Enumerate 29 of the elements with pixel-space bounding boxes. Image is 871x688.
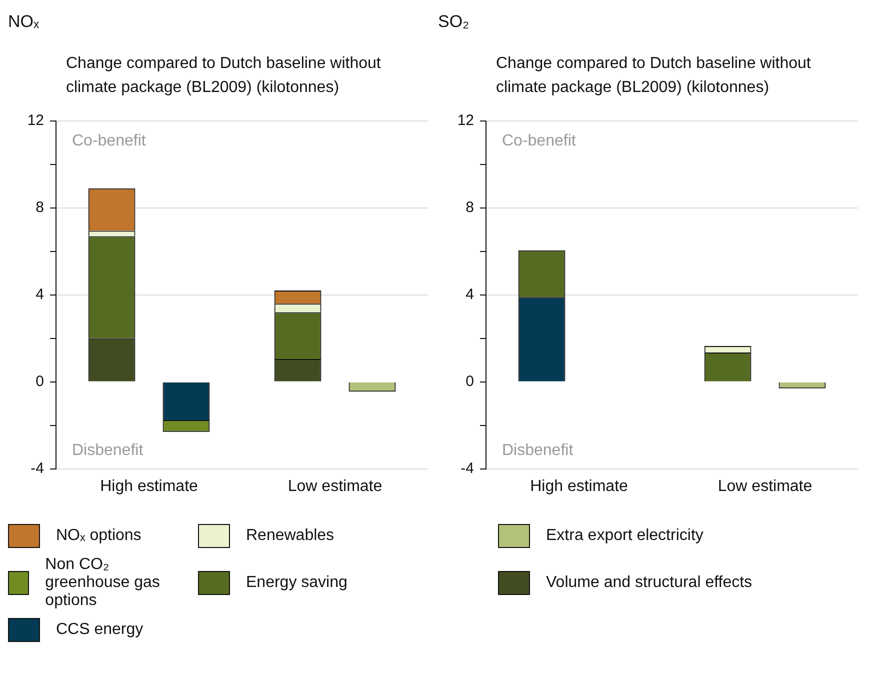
annotation: Disbenefit — [502, 442, 574, 460]
y-tick-label: 4 — [36, 286, 44, 304]
y-tick-label: -4 — [30, 460, 44, 477]
y-tick-label: 12 — [27, 112, 44, 130]
y-tick-label: 12 — [457, 112, 474, 130]
chart-subtitle: Change compared to Dutch baseline without climate package (BL2009) (kilotonnes) — [496, 54, 812, 98]
annotation: Co-benefit — [502, 132, 576, 150]
y-tick-label: 8 — [466, 199, 474, 216]
y-tick-label: 8 — [36, 199, 44, 216]
y-tick-label: -4 — [460, 460, 474, 477]
legend-label: Volume and structural effects — [546, 574, 752, 592]
legend-label: NOₓ options — [56, 527, 142, 545]
chart-subtitle: Change compared to Dutch baseline without climate package (BL2009) (kilotonnes) — [66, 54, 382, 98]
y-tick-label: 0 — [466, 372, 474, 390]
legend-label: Non CO₂ greenhouse gas options — [45, 556, 161, 610]
annotation: Co-benefit — [72, 132, 146, 150]
x-tick-label: Low estimate — [718, 478, 812, 495]
chart-title: SO₂ — [438, 11, 470, 33]
legend-label: Extra export electricity — [546, 527, 704, 545]
legend-label: Energy saving — [246, 574, 348, 592]
y-tick-label: 0 — [36, 372, 44, 390]
x-tick-label: High estimate — [100, 478, 198, 495]
annotation: Disbenefit — [72, 442, 144, 460]
legend-label: Renewables — [246, 527, 334, 545]
x-tick-label: High estimate — [530, 478, 628, 495]
y-tick-label: 4 — [466, 286, 474, 304]
chart-title: NOₓ — [8, 11, 40, 33]
x-tick-label: Low estimate — [288, 478, 382, 495]
legend-label: CCS energy — [56, 621, 144, 639]
